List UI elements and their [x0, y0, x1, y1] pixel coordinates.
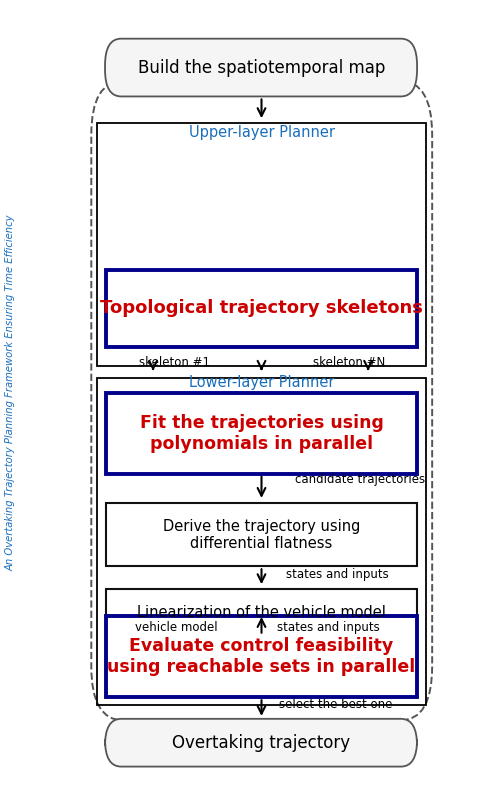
Text: candidate trajectories: candidate trajectories [295, 472, 425, 486]
Bar [97, 123, 426, 366]
Text: Topological trajectory skeletons: Topological trajectory skeletons [100, 299, 423, 318]
Text: states and inputs: states and inputs [277, 622, 379, 634]
Text: vehicle model: vehicle model [135, 622, 217, 634]
Text: states and inputs: states and inputs [286, 568, 389, 582]
Bar [106, 503, 417, 566]
Text: Evaluate control feasibility
using reachable sets in parallel: Evaluate control feasibility using reach… [107, 637, 416, 676]
Text: Upper-layer Planner: Upper-layer Planner [188, 125, 335, 140]
Bar [97, 377, 426, 705]
Text: Overtaking trajectory: Overtaking trajectory [172, 733, 351, 751]
FancyBboxPatch shape [105, 719, 417, 766]
Text: skeleton #N: skeleton #N [313, 356, 385, 369]
Text: Linearization of the vehicle model: Linearization of the vehicle model [137, 605, 386, 620]
Text: Lower-layer Planner: Lower-layer Planner [189, 376, 334, 391]
Text: An Overtaking Trajectory Planning Framework Ensuring Time Efficiency: An Overtaking Trajectory Planning Framew… [6, 215, 16, 571]
Text: Build the spatiotemporal map: Build the spatiotemporal map [138, 58, 385, 76]
Bar [106, 270, 417, 347]
Text: ...: ... [256, 356, 267, 369]
Bar [106, 590, 417, 636]
Text: Fit the trajectories using
polynomials in parallel: Fit the trajectories using polynomials i… [140, 414, 383, 453]
Text: select the best one: select the best one [279, 698, 392, 711]
FancyBboxPatch shape [105, 39, 417, 97]
Text: Derive the trajectory using
differential flatness: Derive the trajectory using differential… [163, 519, 360, 551]
Bar [106, 616, 417, 697]
Text: skeleton #1: skeleton #1 [139, 356, 211, 369]
Bar [106, 393, 417, 474]
